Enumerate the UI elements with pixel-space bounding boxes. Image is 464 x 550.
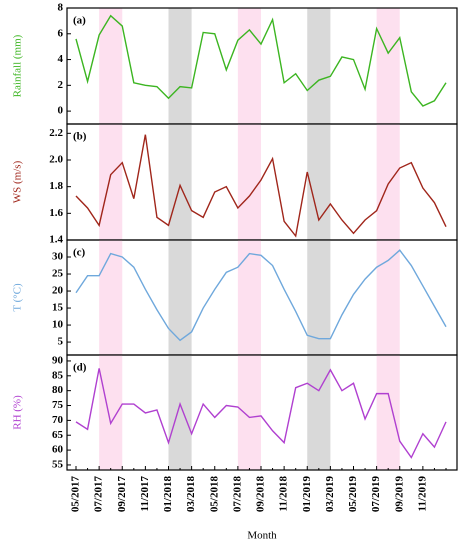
x-tick-label: 01/2019 [301, 476, 313, 513]
y-tick-label: 30 [52, 251, 64, 263]
panel-label: (c) [73, 247, 86, 259]
data-line [75, 368, 447, 459]
x-tick-label: 09/2017 [116, 476, 128, 513]
y-tick-label: 1.8 [49, 180, 63, 192]
y-tick-label: 6 [58, 27, 64, 39]
y-tick-label: 5 [58, 336, 64, 348]
shaded-period [168, 8, 192, 124]
shaded-period [237, 240, 261, 355]
y-axis-label: T (°C) [12, 283, 24, 312]
x-tick-label: 05/2019 [347, 476, 359, 513]
y-tick-label: 20 [52, 285, 64, 297]
y-tick-label: 1.4 [49, 234, 63, 246]
x-tick-label: 05/2017 [70, 476, 82, 513]
x-tick-label: 01/2018 [162, 476, 174, 513]
y-tick-label: 0 [58, 105, 64, 117]
panel-frame [66, 354, 458, 471]
data-line [75, 134, 447, 238]
shaded-period [99, 240, 123, 355]
shaded-period [307, 355, 331, 470]
shaded-period [168, 355, 192, 470]
shaded-period [307, 124, 331, 240]
y-tick-label: 4 [58, 53, 64, 65]
y-tick-label: 8 [58, 2, 64, 14]
shaded-period [99, 355, 123, 470]
y-tick-label: 70 [52, 414, 64, 426]
panel-label: (d) [73, 362, 87, 374]
shaded-period [376, 124, 400, 240]
shaded-period [376, 8, 400, 124]
y-tick-label: 2.2 [49, 127, 63, 139]
x-tick-label: 09/2018 [255, 476, 267, 513]
y-tick-label: 80 [52, 384, 64, 396]
y-axis-label: WS (m/s) [12, 160, 24, 203]
shaded-period [376, 240, 400, 355]
y-tick-label: 10 [52, 319, 64, 331]
data-line [75, 14, 447, 107]
shaded-period [99, 124, 123, 240]
x-tick-label: 07/2018 [231, 476, 243, 513]
x-tick-label: 05/2018 [208, 476, 220, 513]
x-tick-label: 11/2018 [278, 476, 290, 512]
x-tick-label: 09/2019 [393, 476, 405, 513]
y-tick-label: 75 [52, 399, 64, 411]
x-axis-label: Month [247, 530, 277, 542]
y-axis-label: RH (%) [12, 395, 24, 430]
x-tick-label: 03/2019 [324, 476, 336, 513]
y-tick-label: 55 [52, 458, 64, 470]
shaded-period [237, 8, 261, 124]
y-tick-label: 1.6 [49, 207, 63, 219]
shaded-period [307, 240, 331, 355]
x-tick-label: 11/2017 [139, 476, 151, 512]
shaded-period [99, 8, 123, 124]
shaded-period [237, 124, 261, 240]
y-tick-label: 85 [52, 369, 64, 381]
shaded-period [307, 8, 331, 124]
y-axis-label: Rainfall (mm) [12, 34, 24, 97]
data-line [75, 249, 447, 342]
y-tick-label: 2.0 [49, 154, 63, 166]
y-tick-label: 25 [52, 268, 64, 280]
x-tick-label: 07/2017 [93, 476, 105, 513]
x-tick-label: 11/2019 [416, 476, 428, 512]
y-tick-label: 90 [52, 354, 64, 366]
y-tick-label: 15 [52, 302, 64, 314]
y-tick-label: 65 [52, 429, 64, 441]
x-tick-label: 03/2018 [185, 476, 197, 513]
y-tick-label: 60 [52, 444, 64, 456]
x-tick-label: 07/2019 [370, 476, 382, 513]
shaded-period [168, 240, 192, 355]
panel-label: (b) [73, 131, 87, 143]
y-tick-label: 2 [58, 79, 64, 91]
shaded-period [376, 355, 400, 470]
panel-label: (a) [73, 15, 86, 27]
shaded-period [168, 124, 192, 240]
shaded-period [237, 355, 261, 470]
